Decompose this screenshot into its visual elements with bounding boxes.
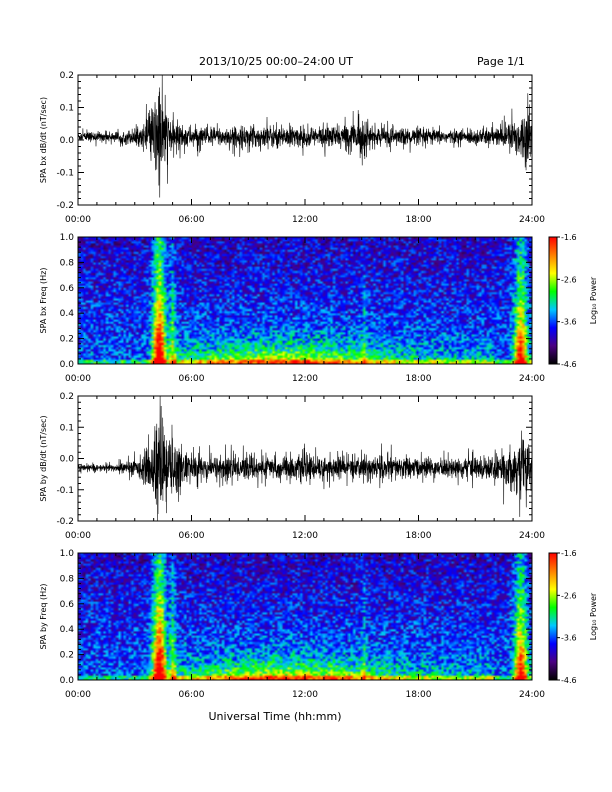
y-axis-label: SPA bx dB/dt (nT/sec) <box>39 97 48 183</box>
x-tick-label: 24:00 <box>519 374 545 384</box>
y-tick-label: 0.0 <box>60 136 75 146</box>
y-tick-label: -0.1 <box>56 486 74 496</box>
x-tick-label: 24:00 <box>519 690 545 700</box>
y-tick-label: 0.0 <box>60 676 75 686</box>
colorbar-tick-label: -2.6 <box>561 275 577 284</box>
y-tick-label: 0.6 <box>60 600 75 610</box>
panels: 00:00 06:00 12:00 18:00 24:00 -0.2 -0.1 0.0 0.1 0… <box>39 71 598 700</box>
page-title: 2013/10/25 00:00–24:00 UT <box>199 55 353 68</box>
x-axis-title: Universal Time (hh:mm) <box>209 710 342 723</box>
x-tick-label: 24:00 <box>519 531 545 541</box>
x-tick-label: 00:00 <box>65 374 91 384</box>
y-tick-label: -0.1 <box>56 169 74 179</box>
y-tick-label: 0.1 <box>60 423 74 433</box>
y-axis-label: SPA by Freq (Hz) <box>39 584 48 650</box>
y-axis-label: SPA by dB/dt (nT/sec) <box>39 415 48 501</box>
x-tick-label: 00:00 <box>65 531 91 541</box>
y-axis-label: SPA bx Freq (Hz) <box>39 268 48 334</box>
x-tick-label: 18:00 <box>406 215 432 225</box>
x-tick-label: 18:00 <box>406 690 432 700</box>
x-tick-label: 00:00 <box>65 215 91 225</box>
colorbar-tick-label: -3.6 <box>561 318 577 327</box>
x-tick-label: 00:00 <box>65 690 91 700</box>
y-tick-label: 0.1 <box>60 104 74 114</box>
spectrogram-panel: 00:00 06:00 12:00 18:00 24:00 0.0 0.2 0.4 0.6 0.8… <box>39 233 598 384</box>
y-tick-label: 0.2 <box>60 651 74 661</box>
x-tick-label: 12:00 <box>292 531 318 541</box>
spectrogram-panel: 00:00 06:00 12:00 18:00 24:00 0.0 0.2 0.4 0.6 0.8… <box>39 549 598 700</box>
x-tick-label: 06:00 <box>179 374 205 384</box>
y-tick-label: 0.2 <box>60 335 74 345</box>
x-tick-label: 18:00 <box>406 531 432 541</box>
x-tick-label: 06:00 <box>179 531 205 541</box>
series-line <box>78 75 532 198</box>
colorbar <box>548 236 558 365</box>
page-number: Page 1/1 <box>477 55 525 68</box>
x-tick-label: 06:00 <box>179 690 205 700</box>
colorbar-tick-label: -3.6 <box>561 634 577 643</box>
y-tick-label: 0.8 <box>60 574 75 584</box>
x-tick-label: 06:00 <box>179 215 205 225</box>
y-tick-label: -0.2 <box>56 517 74 527</box>
waveform-panel: 00:00 06:00 12:00 18:00 24:00 -0.2 -0.1 0.0 0.1 0… <box>39 71 545 225</box>
x-tick-label: 12:00 <box>292 374 318 384</box>
colorbar-tick-label: -4.6 <box>561 676 577 685</box>
spectrogram-image <box>78 237 532 364</box>
colorbar-label: Log₁₀ Power <box>589 276 598 324</box>
y-tick-label: 1.0 <box>60 549 75 559</box>
x-tick-label: 24:00 <box>519 215 545 225</box>
colorbar-tick-label: -1.6 <box>561 549 577 558</box>
colorbar-tick-label: -1.6 <box>561 233 577 242</box>
x-tick-label: 18:00 <box>406 374 432 384</box>
x-tick-label: 12:00 <box>292 690 318 700</box>
y-tick-label: 0.4 <box>60 309 75 319</box>
colorbar-tick-label: -4.6 <box>561 360 577 369</box>
colorbar-tick-label: -2.6 <box>561 591 577 600</box>
y-tick-label: 0.0 <box>60 360 75 370</box>
x-tick-label: 12:00 <box>292 215 318 225</box>
y-tick-label: 0.2 <box>60 71 74 81</box>
y-tick-label: 0.0 <box>60 455 75 465</box>
y-tick-label: 0.2 <box>60 392 74 402</box>
y-tick-label: 0.4 <box>60 625 75 635</box>
y-tick-label: 0.8 <box>60 258 75 268</box>
series-line <box>78 396 532 521</box>
spectrogram-image <box>78 553 532 680</box>
y-tick-label: -0.2 <box>56 201 74 211</box>
colorbar-label: Log₁₀ Power <box>589 592 598 640</box>
y-tick-label: 1.0 <box>60 233 75 243</box>
y-tick-label: 0.6 <box>60 284 75 294</box>
waveform-panel: 00:00 06:00 12:00 18:00 24:00 -0.2 -0.1 0.0 0.1 0… <box>39 392 545 541</box>
colorbar <box>548 552 558 681</box>
